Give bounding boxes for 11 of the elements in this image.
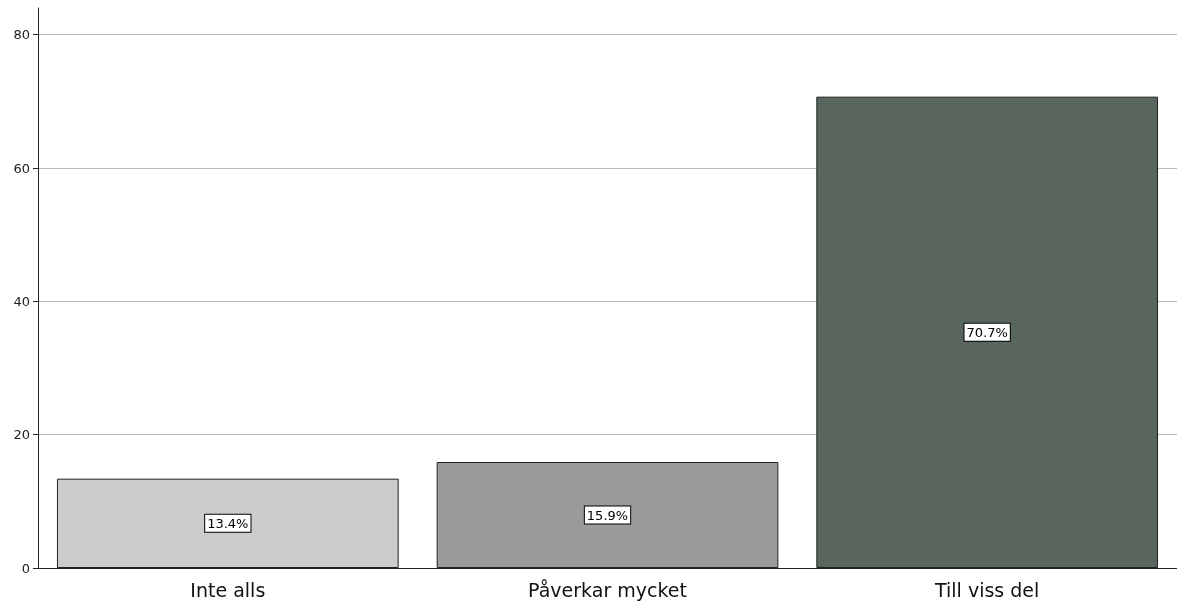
y-tick-label: 80 [13,27,30,43]
y-tick-label: 0 [21,560,30,576]
y-tick-label: 60 [13,160,30,176]
x-tick-label: Till viss del [934,578,1040,601]
data-label: 70.7% [966,324,1008,340]
data-label: 13.4% [207,515,249,531]
data-label: 15.9% [586,507,629,523]
x-tick-label: Inte alls [190,578,266,601]
y-tick-label: 40 [13,293,30,309]
x-tick-label: Påverkar mycket [528,578,687,601]
y-tick-label: 20 [13,427,30,443]
